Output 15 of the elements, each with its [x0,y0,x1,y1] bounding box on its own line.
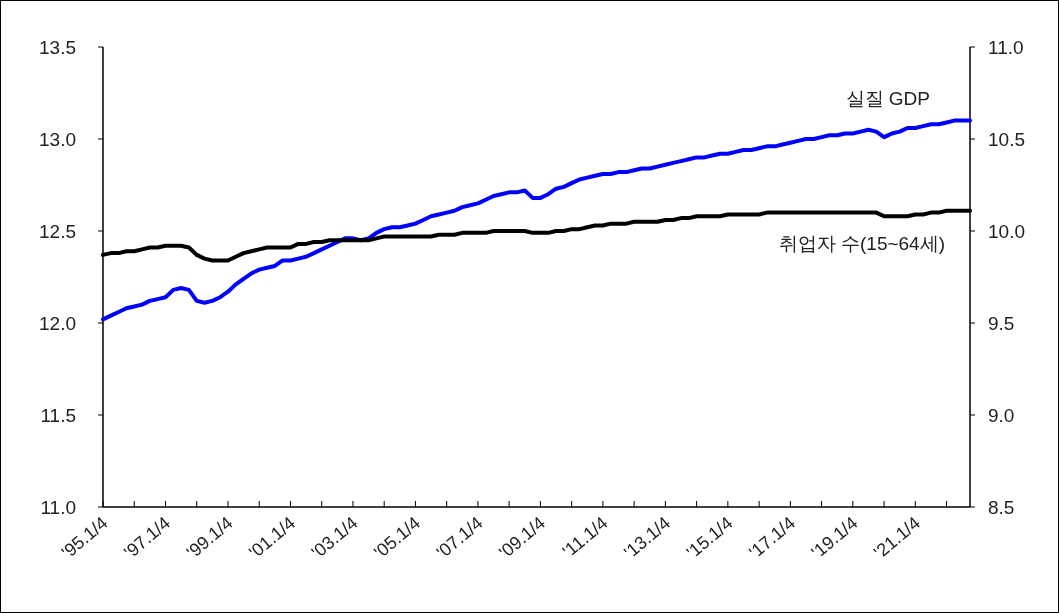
y2-tick-label: 8.5 [988,497,1015,518]
y2-tick-label: 11.0 [988,37,1024,58]
line-series [101,118,972,322]
y2-tick-label: 9.5 [988,313,1015,334]
y-tick-label: 13.5 [39,37,76,58]
y2-tick-label: 10.0 [988,221,1025,242]
series-label: 취업자 수(15~64세) [778,232,945,254]
y-tick-label: 11.0 [40,497,76,518]
y-tick-label: 13.0 [39,129,76,150]
y-tick-label: 12.5 [39,221,76,242]
y-tick-label: 11.5 [40,405,76,426]
y-tick-label: 12.0 [39,313,76,334]
series-label: 실질 GDP [845,87,930,109]
y2-tick-label: 10.5 [988,129,1025,150]
y2-tick-label: 9.0 [988,405,1015,426]
